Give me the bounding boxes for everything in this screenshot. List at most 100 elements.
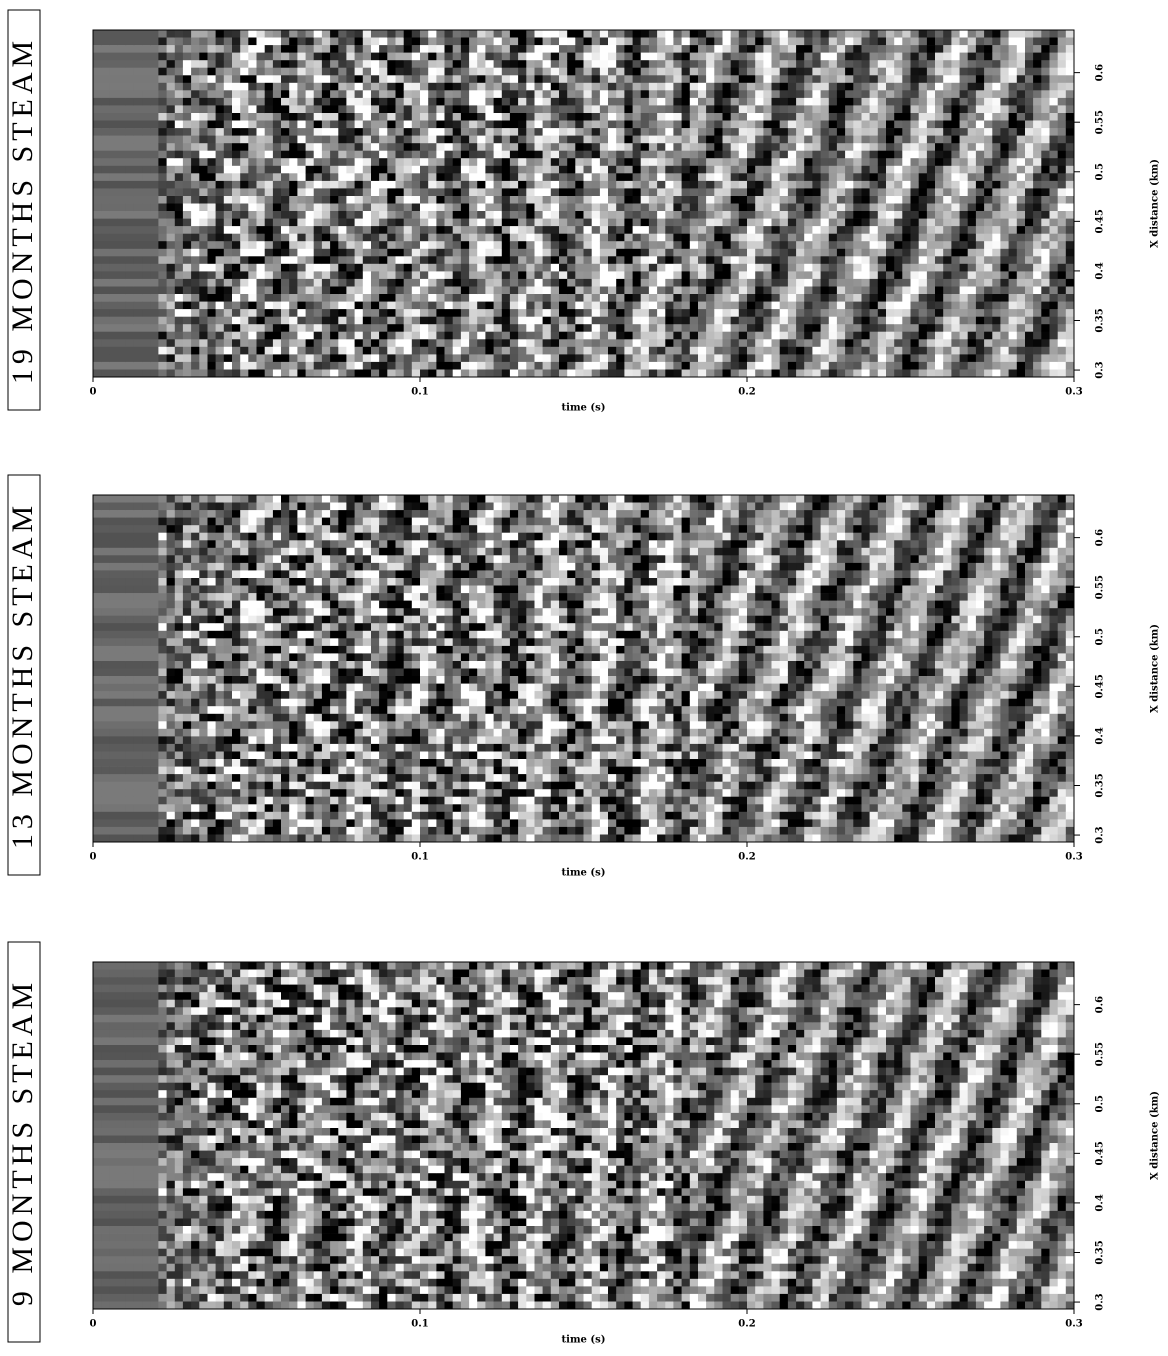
pixel xyxy=(673,181,682,189)
pixel xyxy=(150,234,159,242)
pixel xyxy=(894,279,903,287)
pixel xyxy=(682,151,691,159)
pixel xyxy=(673,332,682,340)
pixel xyxy=(93,136,102,144)
pixel xyxy=(706,90,715,98)
pixel xyxy=(297,121,306,129)
pixel xyxy=(600,181,609,189)
pixel xyxy=(714,98,723,106)
pixel xyxy=(551,60,560,68)
pixel xyxy=(584,121,593,129)
pixel xyxy=(297,166,306,174)
pixel xyxy=(281,45,290,53)
pixel xyxy=(731,249,740,257)
pixel xyxy=(183,60,192,68)
pixel xyxy=(829,181,838,189)
pixel xyxy=(927,143,936,151)
pixel xyxy=(257,317,266,325)
pixel xyxy=(510,339,519,347)
pixel xyxy=(698,128,707,136)
pixel xyxy=(870,68,879,76)
pixel xyxy=(780,271,789,279)
pixel xyxy=(616,121,625,129)
pixel xyxy=(624,354,633,362)
pixel xyxy=(191,121,200,129)
pixel xyxy=(240,105,249,113)
pixel xyxy=(469,264,478,272)
pixel xyxy=(379,158,388,166)
pixel xyxy=(911,143,920,151)
pixel xyxy=(665,249,674,257)
pixel xyxy=(551,226,560,234)
pixel xyxy=(183,347,192,355)
pixel xyxy=(477,68,486,76)
pixel xyxy=(477,370,486,378)
pixel xyxy=(706,60,715,68)
pixel xyxy=(649,324,658,332)
pixel xyxy=(322,158,331,166)
pixel xyxy=(396,339,405,347)
pixel xyxy=(436,166,445,174)
pixel xyxy=(191,151,200,159)
pixel xyxy=(322,309,331,317)
pixel xyxy=(306,302,315,310)
pixel xyxy=(265,234,274,242)
pixel xyxy=(150,354,159,362)
pixel xyxy=(93,354,102,362)
pixel xyxy=(943,30,952,38)
pixel xyxy=(346,68,355,76)
pixel xyxy=(567,219,576,227)
pixel xyxy=(208,196,217,204)
pixel xyxy=(436,173,445,181)
pixel xyxy=(673,204,682,212)
pixel xyxy=(796,302,805,310)
pixel xyxy=(346,249,355,257)
pixel xyxy=(755,45,764,53)
pixel xyxy=(363,75,372,83)
pixel xyxy=(158,234,167,242)
pixel xyxy=(420,271,429,279)
pixel xyxy=(485,68,494,76)
pixel xyxy=(633,317,642,325)
pixel xyxy=(657,173,666,181)
pixel xyxy=(494,241,503,249)
pixel xyxy=(862,121,871,129)
pixel xyxy=(633,30,642,38)
pixel xyxy=(477,53,486,61)
pixel xyxy=(453,105,462,113)
pixel xyxy=(960,362,969,370)
pixel xyxy=(469,370,478,378)
pixel xyxy=(338,362,347,370)
pixel xyxy=(804,271,813,279)
pixel xyxy=(968,136,977,144)
pixel xyxy=(763,211,772,219)
pixel xyxy=(976,60,985,68)
pixel xyxy=(502,173,511,181)
pixel xyxy=(167,271,176,279)
pixel xyxy=(673,219,682,227)
pixel xyxy=(355,332,364,340)
pixel xyxy=(559,105,568,113)
pixel xyxy=(559,287,568,295)
pixel xyxy=(387,181,396,189)
pixel xyxy=(289,158,298,166)
pixel xyxy=(731,370,740,378)
pixel xyxy=(567,287,576,295)
pixel xyxy=(346,143,355,151)
pixel xyxy=(346,188,355,196)
pixel xyxy=(346,226,355,234)
pixel xyxy=(183,317,192,325)
pixel xyxy=(396,362,405,370)
pixel xyxy=(224,370,233,378)
pixel xyxy=(232,324,241,332)
pixel xyxy=(976,151,985,159)
pixel xyxy=(412,264,421,272)
pixel xyxy=(428,211,437,219)
pixel xyxy=(976,83,985,91)
pixel xyxy=(191,68,200,76)
pixel xyxy=(690,30,699,38)
pixel xyxy=(355,294,364,302)
pixel xyxy=(657,151,666,159)
pixel xyxy=(747,249,756,257)
pixel xyxy=(862,38,871,46)
